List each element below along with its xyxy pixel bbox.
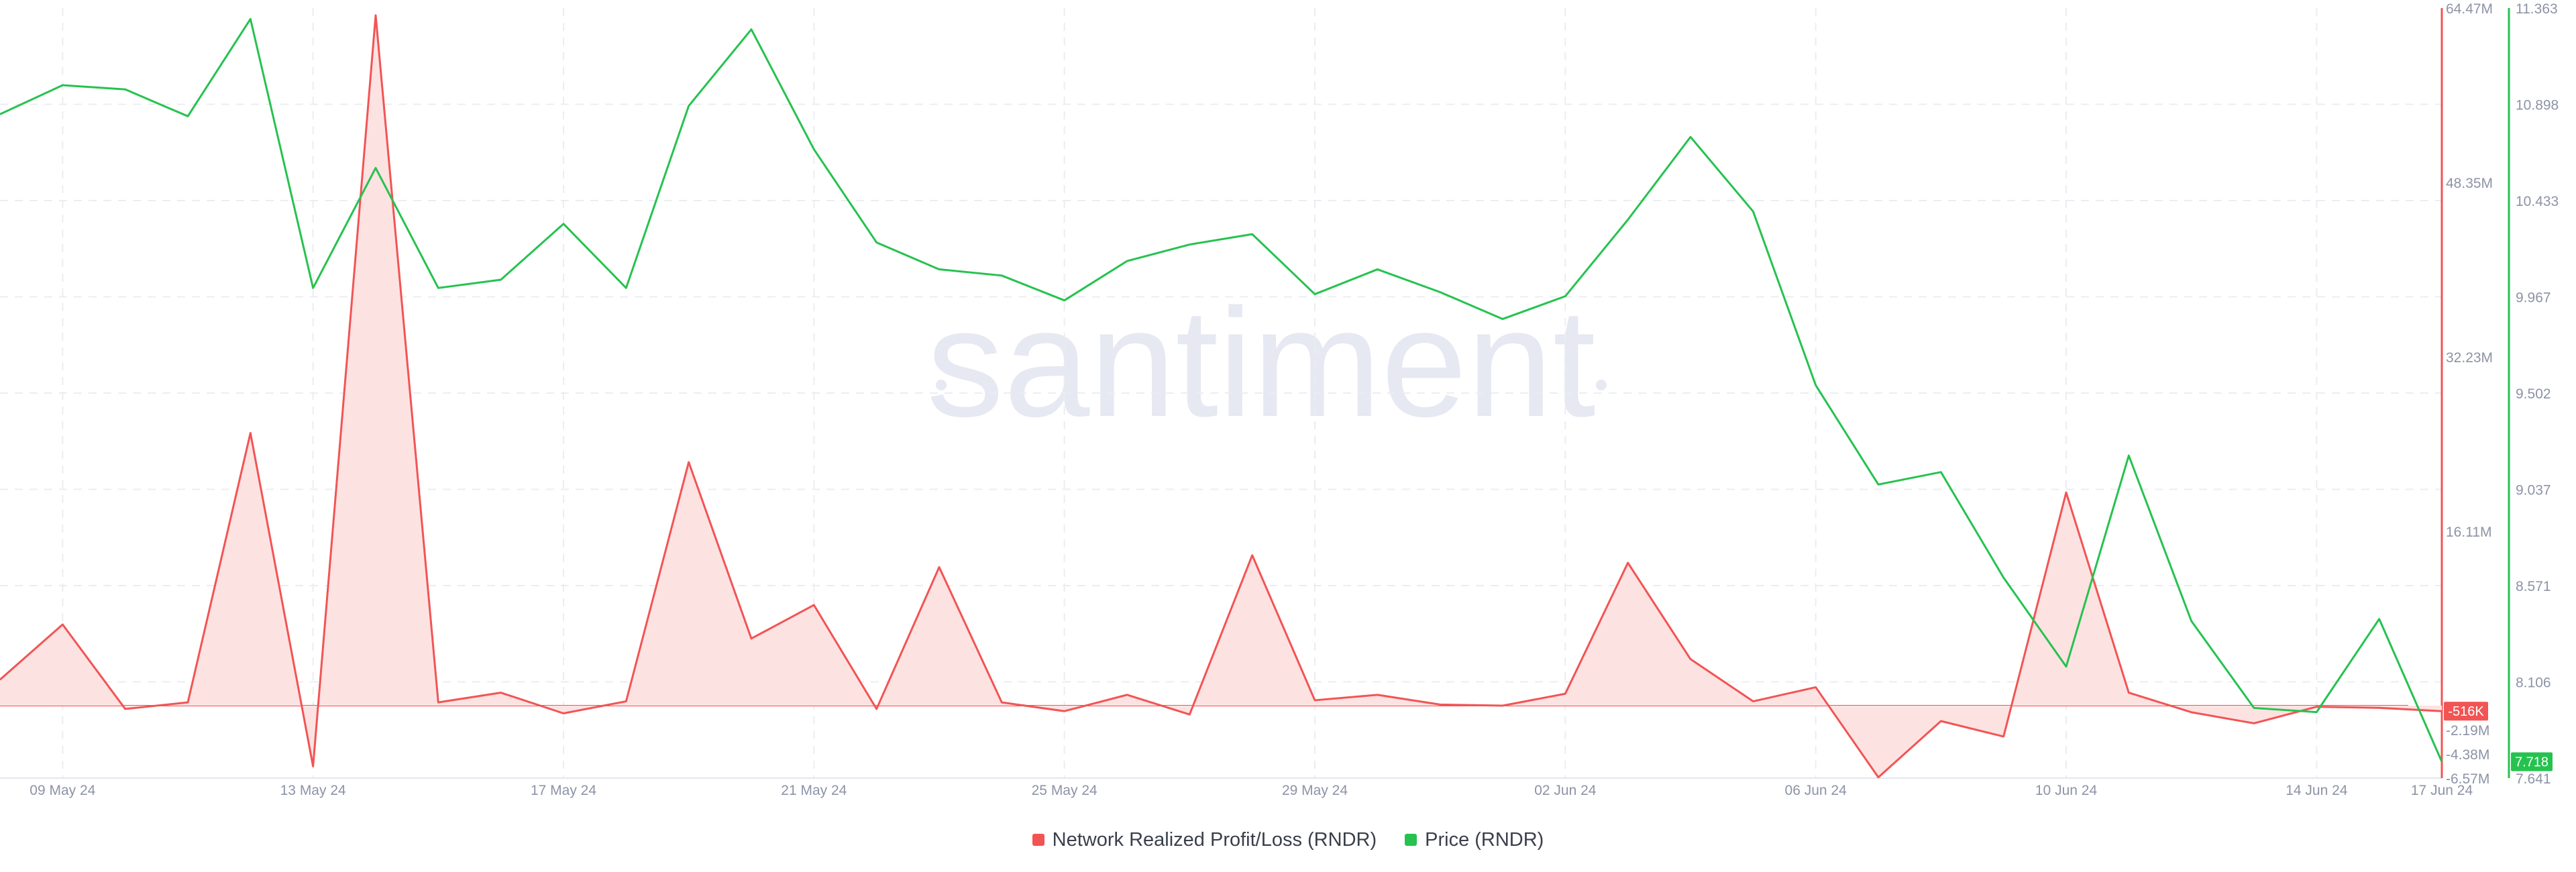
left-axis-tick-label: -4.38M	[2446, 747, 2489, 763]
legend-label-price: Price (RNDR)	[1425, 828, 1544, 851]
x-tick-label: 17 Jun 24	[2411, 783, 2473, 798]
watermark-text: santiment	[926, 276, 1595, 449]
right-axis-tick-label: 10.433	[2516, 194, 2559, 209]
pnl-series-line	[0, 14, 2443, 779]
chart-legend: Network Realized Profit/Loss (RNDR) Pric…	[0, 824, 2576, 856]
price-last-value-label: 7.718	[2515, 755, 2548, 770]
watermark-dot-right	[1596, 380, 1607, 390]
right-axis-tick-label: 9.967	[2516, 290, 2551, 306]
x-tick-label: 21 May 24	[781, 783, 847, 798]
right-axis-tick-label: 9.502	[2516, 386, 2551, 402]
x-tick-label: 17 May 24	[531, 783, 596, 798]
legend-label-pnl: Network Realized Profit/Loss (RNDR)	[1052, 828, 1377, 851]
right-axis-tick-label: 9.037	[2516, 483, 2551, 498]
pnl-area	[0, 15, 2442, 777]
legend-swatch-price	[1405, 834, 1417, 846]
x-tick-label: 09 May 24	[30, 783, 95, 798]
right-axis-tick-label: 7.641	[2516, 771, 2551, 787]
x-tick-label: 10 Jun 24	[2035, 783, 2098, 798]
right-axis-tick-label: 8.571	[2516, 579, 2551, 594]
left-axis-tick-label: 32.23M	[2446, 350, 2493, 366]
x-tick-label: 13 May 24	[280, 783, 346, 798]
x-tick-label: 14 Jun 24	[2286, 783, 2348, 798]
x-tick-label: 25 May 24	[1032, 783, 1097, 798]
x-tick-label: 29 May 24	[1282, 783, 1348, 798]
left-axis-tick-label: 16.11M	[2446, 525, 2492, 540]
left-axis-tick-label: -6.57M	[2446, 771, 2489, 787]
x-tick-label: 02 Jun 24	[1534, 783, 1597, 798]
right-axis-tick-label: 11.363	[2516, 1, 2558, 17]
legend-swatch-pnl	[1032, 834, 1044, 846]
price-series-line	[0, 17, 2443, 763]
pnl-last-value-label: -516K	[2448, 704, 2484, 719]
legend-item-pnl[interactable]: Network Realized Profit/Loss (RNDR)	[1032, 829, 1377, 851]
pnl-last-value-badge	[2444, 702, 2488, 721]
x-tick-label: 06 Jun 24	[1785, 783, 1847, 798]
left-axis-tick-label: 64.47M	[2446, 1, 2493, 17]
watermark-dot-left	[936, 380, 947, 390]
left-axis-tick-label: -2.19M	[2446, 723, 2489, 739]
right-axis-tick-label: 8.106	[2516, 675, 2551, 691]
legend-item-price[interactable]: Price (RNDR)	[1405, 829, 1544, 851]
left-axis-tick-label: 48.35M	[2446, 176, 2493, 191]
right-axis-tick-label: 10.898	[2516, 98, 2559, 113]
price-last-value-badge	[2511, 752, 2553, 771]
